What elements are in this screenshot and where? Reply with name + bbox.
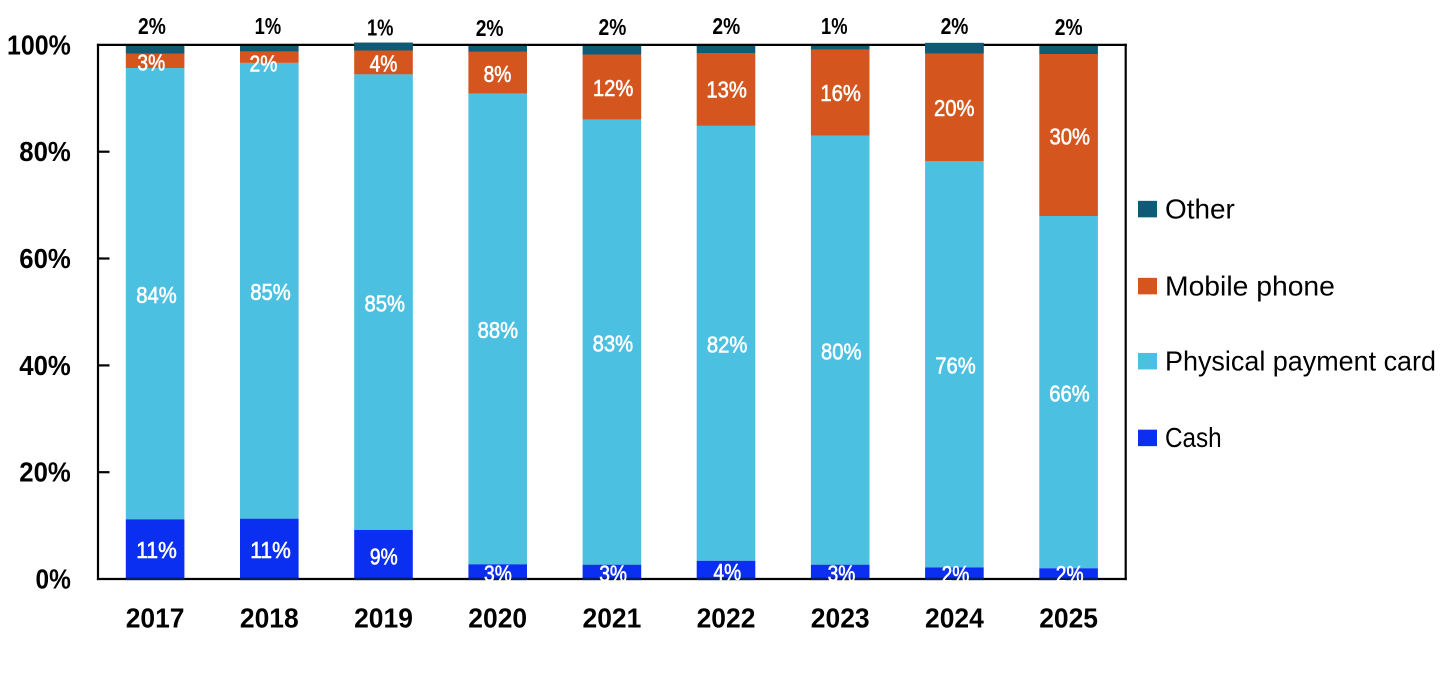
svg-text:2%: 2%: [1055, 14, 1083, 40]
svg-text:9%: 9%: [370, 543, 398, 569]
svg-text:0%: 0%: [36, 564, 71, 595]
svg-text:Mobile phone: Mobile phone: [1165, 270, 1335, 301]
svg-text:3%: 3%: [484, 561, 512, 587]
svg-text:2%: 2%: [712, 13, 740, 39]
svg-text:84%: 84%: [136, 282, 177, 308]
svg-text:12%: 12%: [593, 75, 634, 101]
svg-text:11%: 11%: [250, 537, 291, 563]
svg-text:1%: 1%: [367, 14, 394, 40]
svg-text:8%: 8%: [484, 61, 512, 87]
svg-text:1%: 1%: [821, 13, 848, 39]
svg-text:60%: 60%: [19, 243, 71, 274]
svg-text:40%: 40%: [19, 350, 71, 381]
svg-text:80%: 80%: [821, 339, 862, 365]
svg-text:85%: 85%: [364, 290, 405, 316]
svg-text:3%: 3%: [599, 561, 627, 587]
svg-text:2018: 2018: [240, 603, 299, 634]
svg-text:16%: 16%: [820, 80, 861, 106]
svg-text:2019: 2019: [354, 603, 413, 634]
svg-text:83%: 83%: [593, 330, 634, 356]
svg-text:76%: 76%: [935, 353, 976, 379]
svg-text:20%: 20%: [19, 457, 71, 488]
svg-text:11%: 11%: [136, 537, 177, 563]
svg-text:3%: 3%: [828, 561, 856, 587]
svg-text:1%: 1%: [255, 13, 282, 39]
svg-text:100%: 100%: [7, 29, 71, 60]
svg-text:2023: 2023: [811, 603, 870, 634]
svg-text:2%: 2%: [476, 15, 504, 41]
svg-text:2%: 2%: [250, 51, 278, 77]
svg-text:2022: 2022: [697, 603, 756, 634]
svg-text:2020: 2020: [468, 603, 527, 634]
svg-text:85%: 85%: [250, 279, 291, 305]
svg-text:2%: 2%: [942, 561, 970, 587]
svg-text:2017: 2017: [126, 603, 185, 634]
svg-text:13%: 13%: [706, 76, 747, 102]
svg-text:20%: 20%: [934, 95, 975, 121]
svg-text:82%: 82%: [707, 332, 748, 358]
svg-text:88%: 88%: [478, 317, 519, 343]
svg-text:2%: 2%: [1056, 561, 1084, 587]
svg-text:2021: 2021: [583, 603, 642, 634]
svg-text:4%: 4%: [370, 51, 398, 77]
svg-text:Cash: Cash: [1165, 422, 1222, 453]
svg-text:2%: 2%: [138, 13, 166, 39]
svg-text:30%: 30%: [1050, 124, 1091, 150]
svg-text:66%: 66%: [1049, 380, 1090, 406]
svg-text:4%: 4%: [713, 559, 741, 585]
svg-text:Other: Other: [1165, 193, 1235, 224]
svg-text:3%: 3%: [137, 50, 165, 76]
svg-text:2%: 2%: [941, 13, 969, 39]
svg-text:80%: 80%: [19, 136, 71, 167]
svg-text:2%: 2%: [599, 14, 627, 40]
svg-text:Physical payment card: Physical payment card: [1165, 346, 1436, 377]
svg-text:2024: 2024: [925, 603, 984, 634]
svg-text:2025: 2025: [1039, 603, 1098, 634]
